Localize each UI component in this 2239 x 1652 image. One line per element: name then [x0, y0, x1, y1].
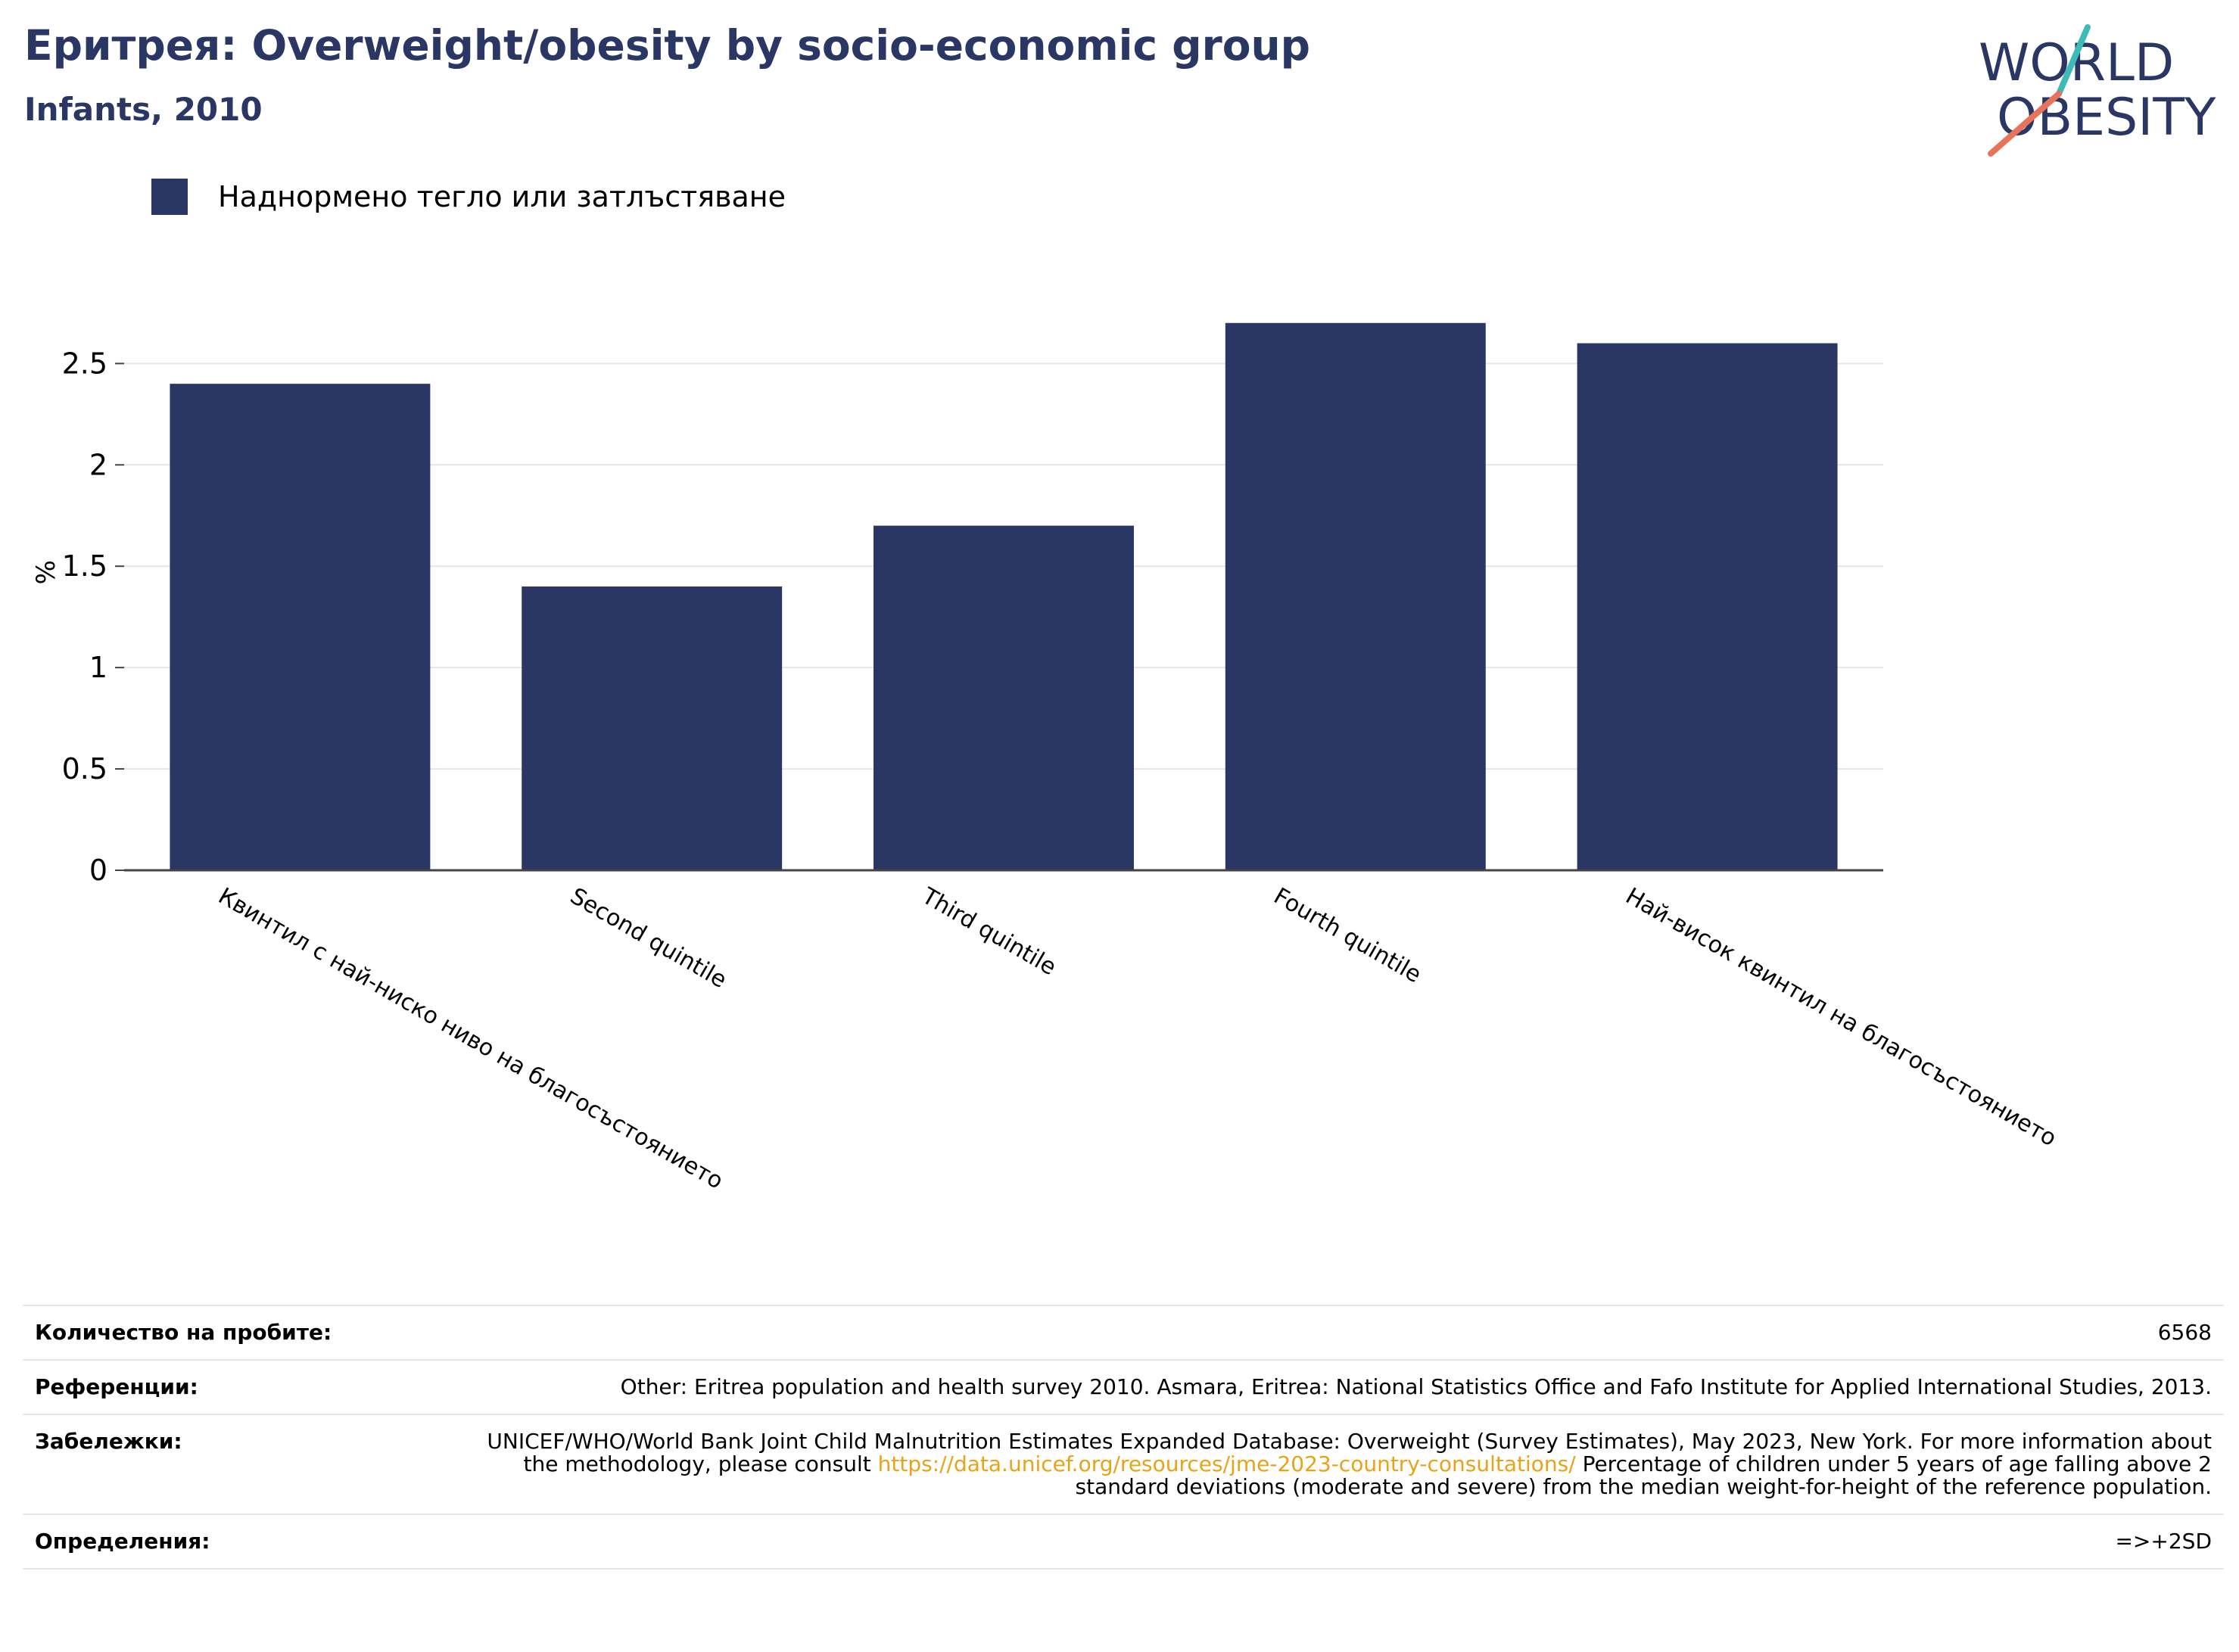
meta-row-definitions: Определения: =>+2SD [23, 1514, 2224, 1570]
bar [873, 525, 1134, 870]
notes-value: UNICEF/WHO/World Bank Joint Child Malnut… [471, 1430, 2212, 1498]
bar [1577, 343, 1838, 871]
x-tick-label: Най-висок квинтил на благосъстоянието [1621, 883, 2061, 1153]
notes-text-before: UNICEF/WHO/World Bank Joint Child Malnut… [487, 1429, 2212, 1476]
references-label: Референции: [35, 1374, 198, 1399]
y-tick-label: 2.5 [62, 347, 107, 380]
chart-legend: Наднормено тегло или затлъстяване [151, 179, 786, 215]
meta-row-samples: Количество на пробите: 6568 [23, 1305, 2224, 1359]
y-tick-label: 2 [89, 448, 107, 481]
meta-row-notes: Забележки: UNICEF/WHO/World Bank Joint C… [23, 1414, 2224, 1514]
bar [170, 384, 431, 871]
metadata-table: Количество на пробите: 6568 Референции: … [23, 1305, 2224, 1570]
y-axis-label: % [31, 560, 61, 584]
page-title: Еритрея: Overweight/obesity by socio-eco… [24, 21, 1311, 70]
notes-label: Забележки: [35, 1429, 182, 1454]
legend-label: Наднормено тегло или затлъстяване [218, 180, 786, 213]
svg-text:WORLD: WORLD [1979, 33, 2174, 93]
y-tick-label: 0.5 [62, 752, 107, 786]
legend-swatch [151, 179, 188, 215]
y-tick-label: 0 [89, 854, 107, 887]
samples-label: Количество на пробите: [35, 1320, 332, 1345]
world-obesity-logo: WORLD OBESITY [1979, 24, 2216, 157]
bar [522, 586, 783, 870]
x-tick-label: Third quintile [917, 882, 1060, 981]
y-tick-label: 1.5 [62, 549, 107, 583]
definitions-label: Определения: [35, 1529, 210, 1554]
methodology-link[interactable]: https://data.unicef.org/resources/jme-20… [877, 1451, 1576, 1476]
x-tick-label: Second quintile [565, 883, 731, 994]
definitions-value: =>+2SD [2115, 1529, 2212, 1554]
page-subtitle: Infants, 2010 [24, 91, 263, 128]
y-tick-label: 1 [89, 651, 107, 684]
bar-chart: 00.511.522.5%Квинтил с най-ниско ниво на… [31, 322, 2061, 1195]
meta-row-references: Референции: Other: Eritrea population an… [23, 1359, 2224, 1414]
samples-value: 6568 [2157, 1320, 2212, 1345]
references-value: Other: Eritrea population and health sur… [620, 1374, 2212, 1399]
notes-text-after: Percentage of children under 5 years of … [1075, 1451, 2212, 1499]
bar [1225, 322, 1486, 870]
x-tick-label: Fourth quintile [1269, 883, 1426, 989]
